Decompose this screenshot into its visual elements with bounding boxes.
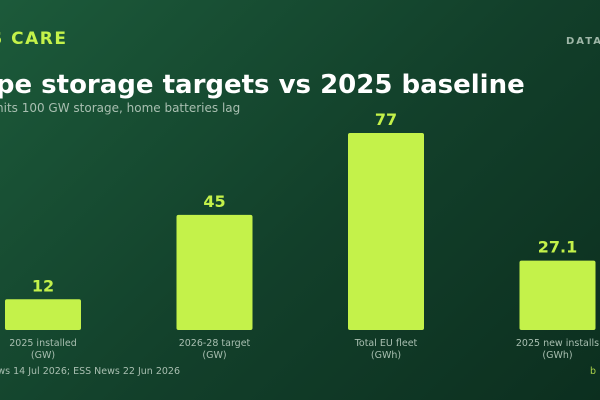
- category-label-4-line-1: 2025 new installs: [516, 338, 599, 349]
- section-label: DATA: [566, 36, 600, 47]
- value-label-4: 27.1: [538, 238, 577, 257]
- chart-title: ope storage targets vs 2025 baseline: [0, 70, 525, 100]
- source-note: ronews 14 Jul 2026; ESS News 22 Jun 2026: [0, 366, 181, 377]
- category-label-4-line-2: (GWh): [542, 350, 572, 361]
- bar-4: [519, 260, 596, 330]
- bar-2: [176, 214, 253, 330]
- brand-logo: S CARE: [0, 29, 68, 49]
- category-label-3-line-1: Total EU fleet: [354, 338, 418, 349]
- category-label-2-line-1: 2026-28 target: [179, 338, 251, 349]
- value-label-1: 12: [32, 276, 54, 295]
- value-label-2: 45: [203, 192, 225, 211]
- footer-credit: b: [590, 366, 597, 377]
- value-label-3: 77: [375, 110, 397, 129]
- category-label-3-line-2: (GWh): [371, 350, 401, 361]
- chart-subtitle: hits 100 GW storage, home batteries lag: [0, 101, 241, 115]
- category-label-2-line-2: (GW): [202, 350, 226, 361]
- category-label-1-line-1: 2025 installed: [9, 338, 77, 349]
- category-label-1-line-2: (GW): [31, 350, 55, 361]
- bar-1: [5, 299, 81, 330]
- bar-3: [348, 133, 424, 330]
